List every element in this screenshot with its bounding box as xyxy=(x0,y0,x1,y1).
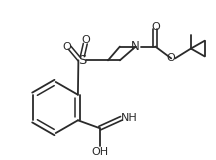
Text: OH: OH xyxy=(91,147,108,157)
Text: NH: NH xyxy=(121,113,138,123)
Text: O: O xyxy=(62,42,71,52)
Text: N: N xyxy=(131,40,140,53)
Text: O: O xyxy=(151,22,160,32)
Text: O: O xyxy=(167,53,176,63)
Text: O: O xyxy=(81,35,90,45)
Text: S: S xyxy=(78,54,87,67)
